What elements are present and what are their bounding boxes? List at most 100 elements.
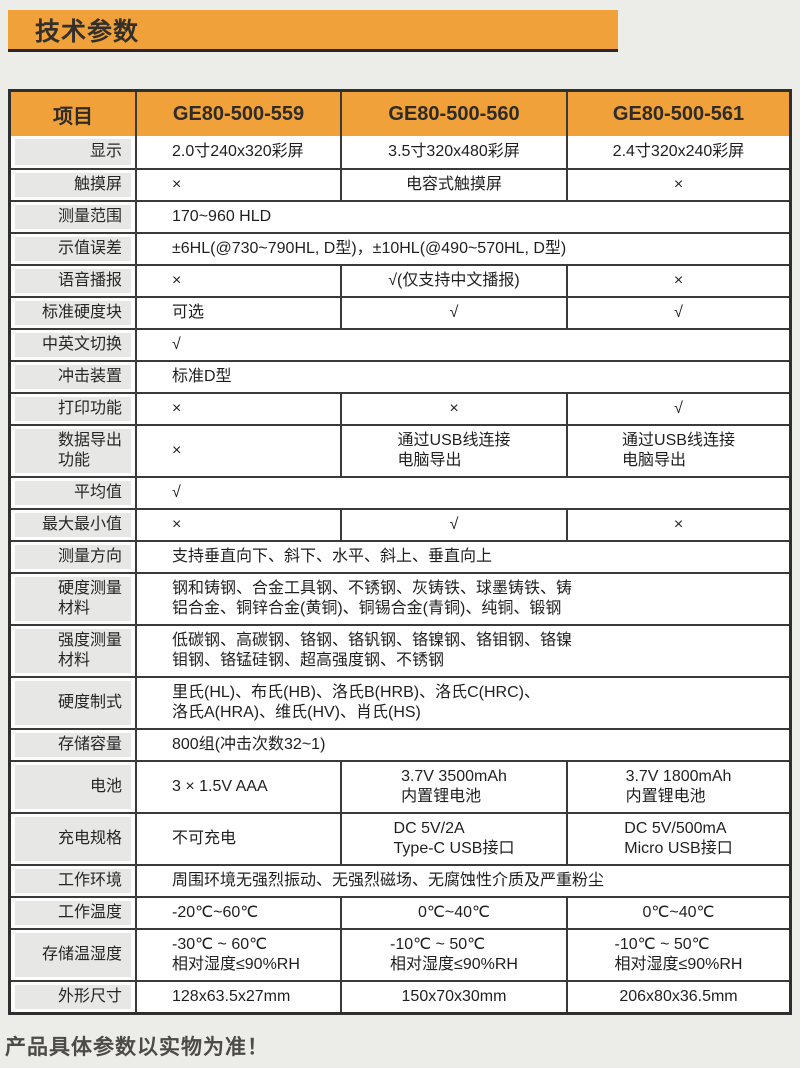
spec-value: DC 5V/2A Type-C USB接口 (393, 820, 515, 857)
row-label-cell: 打印功能 (11, 394, 135, 424)
row-label-box: 外形尺寸 (15, 985, 131, 1009)
spec-value: 128x63.5x27mm (172, 988, 291, 1005)
row-label: 测量方向 (57, 548, 122, 565)
spec-value: 170~960 HLD (172, 208, 272, 225)
spec-value: √ (449, 304, 459, 321)
spec-value-cell: -10℃ ~ 50℃ 相对湿度≤90%RH (566, 930, 789, 980)
spec-value-cell: 3.7V 3500mAh 内置锂电池 (340, 762, 566, 812)
spec-value-cell: × (566, 266, 789, 296)
spec-value-cell: 800组(冲击次数32~1) (135, 730, 789, 760)
table-row: 工作温度 -20℃~60℃ 0℃~40℃ 0℃~40℃ (11, 896, 789, 928)
column-header-item: 项目 (53, 105, 93, 128)
row-label-cell: 标准硬度块 (11, 298, 135, 328)
spec-value: √ (172, 484, 181, 501)
spec-value: × (449, 400, 459, 417)
row-label-cell: 示值误差 (11, 234, 135, 264)
row-label-cell: 外形尺寸 (11, 982, 135, 1012)
row-label-cell: 测量范围 (11, 202, 135, 232)
spec-value-cell: × (566, 170, 789, 200)
spec-value-cell: 周围环境无强烈振动、无强烈磁场、无腐蚀性介质及严重粉尘 (135, 866, 789, 896)
row-label-box: 强度测量 材料 (15, 629, 131, 673)
spec-value: -10℃ ~ 50℃ 相对湿度≤90%RH (614, 936, 743, 973)
spec-value: 3.5寸320x480彩屏 (388, 143, 520, 160)
table-row: 存储容量 800组(冲击次数32~1) (11, 728, 789, 760)
spec-value-cell: -10℃ ~ 50℃ 相对湿度≤90%RH (340, 930, 566, 980)
spec-value: √ (674, 400, 683, 417)
row-label: 硬度制式 (57, 694, 122, 711)
spec-value-cell: 里氏(HL)、布氏(HB)、洛氏B(HRB)、洛氏C(HRC)、 洛氏A(HRA… (135, 678, 789, 728)
spec-value-cell: 3 × 1.5V AAA (135, 762, 340, 812)
spec-value-cell: 通过USB线连接 电脑导出 (566, 426, 789, 476)
spec-value: × (172, 176, 182, 193)
row-label-cell: 硬度测量 材料 (11, 574, 135, 624)
row-label-cell: 冲击装置 (11, 362, 135, 392)
table-row: 显示 2.0寸240x320彩屏 3.5寸320x480彩屏 2.4寸320x240彩… (11, 136, 789, 168)
row-label: 工作环境 (57, 872, 122, 889)
row-label-box: 冲击装置 (15, 365, 131, 389)
spec-value-cell: 2.0寸240x320彩屏 (135, 136, 340, 168)
row-label-box: 触摸屏 (15, 173, 131, 197)
spec-value-cell: 可选 (135, 298, 340, 328)
table-row: 测量范围 170~960 HLD (11, 200, 789, 232)
spec-value: √ (449, 516, 459, 533)
row-label: 打印功能 (57, 400, 122, 417)
row-label: 存储温湿度 (41, 946, 122, 963)
table-row: 冲击装置 标准D型 (11, 360, 789, 392)
row-label-cell: 工作环境 (11, 866, 135, 896)
spec-value: 里氏(HL)、布氏(HB)、洛氏B(HRB)、洛氏C(HRC)、 洛氏A(HRA… (172, 684, 540, 721)
row-label-cell: 显示 (11, 136, 135, 168)
row-label-box: 工作环境 (15, 869, 131, 893)
spec-value-cell: √ (340, 298, 566, 328)
table-row: 硬度制式 里氏(HL)、布氏(HB)、洛氏B(HRB)、洛氏C(HRC)、 洛氏A… (11, 676, 789, 728)
table-row: 存储温湿度 -30℃ ~ 60℃ 相对湿度≤90%RH -10℃ ~ 50℃ 相对湿… (11, 928, 789, 980)
row-label: 外形尺寸 (57, 988, 122, 1005)
spec-value: × (673, 516, 684, 533)
spec-value-cell: × (135, 426, 340, 476)
spec-value: -30℃ ~ 60℃ 相对湿度≤90%RH (172, 936, 300, 973)
row-label-cell: 数据导出 功能 (11, 426, 135, 476)
spec-value: × (172, 516, 182, 533)
spec-value: 可选 (172, 304, 205, 321)
table-row: 打印功能 × × √ (11, 392, 789, 424)
table-row: 触摸屏 × 电容式触摸屏 × (11, 168, 789, 200)
row-label: 存储容量 (57, 736, 122, 753)
table-row: 充电规格 不可充电 DC 5V/2A Type-C USB接口 DC 5V/500mA… (11, 812, 789, 864)
spec-value: -20℃~60℃ (172, 904, 259, 921)
row-label-box: 测量方向 (15, 545, 131, 569)
row-label-cell: 充电规格 (11, 814, 135, 864)
row-label: 平均值 (73, 484, 122, 501)
row-label: 示值误差 (57, 240, 122, 257)
spec-value: 2.0寸240x320彩屏 (172, 143, 304, 160)
spec-value-cell: 钢和铸钢、合金工具钢、不锈钢、灰铸铁、球墨铸铁、铸 铝合金、铜锌合金(黄铜)、铜… (135, 574, 789, 624)
row-label-box: 最大最小值 (15, 513, 131, 537)
spec-value: 0℃~40℃ (642, 904, 715, 921)
spec-value-cell: ±6HL(@730~790HL, D型)，±10HL(@490~570HL, D… (135, 234, 789, 264)
spec-value: ±6HL(@730~790HL, D型)，±10HL(@490~570HL, D… (172, 240, 567, 257)
row-label-cell: 电池 (11, 762, 135, 812)
table-row: 外形尺寸 128x63.5x27mm 150x70x30mm 206x80x36.5m… (11, 980, 789, 1012)
row-label-box: 标准硬度块 (15, 301, 131, 325)
spec-value: -10℃ ~ 50℃ 相对湿度≤90%RH (390, 936, 518, 973)
spec-value-cell: -20℃~60℃ (135, 898, 340, 928)
row-label-cell: 语音播报 (11, 266, 135, 296)
row-label-box: 充电规格 (15, 817, 131, 861)
row-label: 最大最小值 (41, 516, 122, 533)
table-row: 语音播报 × √(仅支持中文播报) × (11, 264, 789, 296)
spec-value-cell: √ (340, 510, 566, 540)
spec-value-cell: × (135, 394, 340, 424)
row-label-box: 示值误差 (15, 237, 131, 261)
spec-value: 钢和铸钢、合金工具钢、不锈钢、灰铸铁、球墨铸铁、铸 铝合金、铜锌合金(黄铜)、铜… (172, 580, 573, 617)
table-row: 工作环境 周围环境无强烈振动、无强烈磁场、无腐蚀性介质及严重粉尘 (11, 864, 789, 896)
row-label-cell: 工作温度 (11, 898, 135, 928)
spec-value: 3.7V 3500mAh 内置锂电池 (401, 768, 507, 805)
spec-value-cell: 3.7V 1800mAh 内置锂电池 (566, 762, 789, 812)
row-label-box: 语音播报 (15, 269, 131, 293)
row-label: 充电规格 (57, 830, 122, 847)
page-title: 技术参数 (35, 17, 140, 46)
spec-value-cell: 150x70x30mm (340, 982, 566, 1012)
spec-value-cell: 0℃~40℃ (566, 898, 789, 928)
spec-value-cell: √ (135, 478, 789, 508)
table-row: 强度测量 材料 低碳钢、高碳钢、铬钢、铬钒钢、铬镍钢、铬钼钢、铬镍 钼钢、铬锰硅钢… (11, 624, 789, 676)
spec-value: √(仅支持中文播报) (388, 272, 520, 289)
row-label-box: 中英文切换 (15, 333, 131, 357)
